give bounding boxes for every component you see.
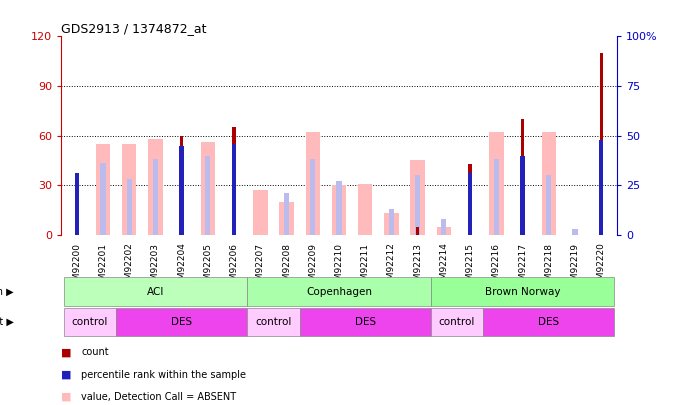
Bar: [572, 229, 578, 235]
Bar: [468, 173, 473, 235]
Text: agent ▶: agent ▶: [0, 317, 14, 327]
Bar: [599, 140, 603, 235]
Text: control: control: [439, 317, 475, 327]
Bar: [122, 144, 136, 235]
Text: DES: DES: [538, 317, 559, 327]
Bar: [127, 179, 132, 235]
Bar: [542, 132, 556, 235]
Bar: [468, 164, 472, 235]
Bar: [410, 160, 425, 235]
Bar: [431, 277, 614, 306]
Text: value, Detection Call = ABSENT: value, Detection Call = ABSENT: [81, 392, 237, 402]
Bar: [247, 308, 300, 336]
Bar: [96, 144, 111, 235]
Text: count: count: [81, 347, 109, 357]
Bar: [336, 181, 342, 235]
Bar: [247, 277, 431, 306]
Bar: [306, 132, 320, 235]
Bar: [100, 164, 106, 235]
Bar: [384, 213, 399, 235]
Text: Brown Norway: Brown Norway: [485, 287, 560, 296]
Bar: [64, 277, 247, 306]
Text: GDS2913 / 1374872_at: GDS2913 / 1374872_at: [61, 22, 207, 35]
Bar: [279, 202, 294, 235]
Bar: [300, 308, 431, 336]
Text: DES: DES: [171, 317, 193, 327]
Bar: [253, 190, 268, 235]
Bar: [489, 132, 504, 235]
Bar: [148, 139, 163, 235]
Bar: [232, 144, 237, 235]
Bar: [494, 160, 499, 235]
Bar: [75, 173, 79, 235]
Bar: [437, 227, 451, 235]
Bar: [75, 174, 79, 235]
Bar: [153, 160, 158, 235]
Bar: [311, 160, 315, 235]
Bar: [205, 156, 210, 235]
Bar: [64, 308, 116, 336]
Bar: [180, 145, 184, 235]
Bar: [520, 156, 525, 235]
Bar: [358, 183, 372, 235]
Bar: [233, 128, 236, 235]
Bar: [332, 185, 346, 235]
Bar: [180, 136, 183, 235]
Text: percentile rank within the sample: percentile rank within the sample: [81, 370, 246, 379]
Text: strain ▶: strain ▶: [0, 287, 14, 296]
Text: control: control: [255, 317, 292, 327]
Text: DES: DES: [355, 317, 376, 327]
Bar: [116, 308, 247, 336]
Bar: [431, 308, 483, 336]
Bar: [483, 308, 614, 336]
Bar: [599, 53, 603, 235]
Text: ■: ■: [61, 370, 71, 379]
Text: ■: ■: [61, 347, 71, 357]
Bar: [546, 175, 551, 235]
Text: Copenhagen: Copenhagen: [306, 287, 372, 296]
Text: ACI: ACI: [146, 287, 164, 296]
Bar: [416, 227, 420, 235]
Bar: [284, 193, 289, 235]
Bar: [201, 142, 215, 235]
Text: ■: ■: [61, 392, 71, 402]
Bar: [521, 119, 524, 235]
Text: control: control: [72, 317, 108, 327]
Bar: [415, 175, 420, 235]
Bar: [441, 219, 446, 235]
Bar: [389, 209, 394, 235]
